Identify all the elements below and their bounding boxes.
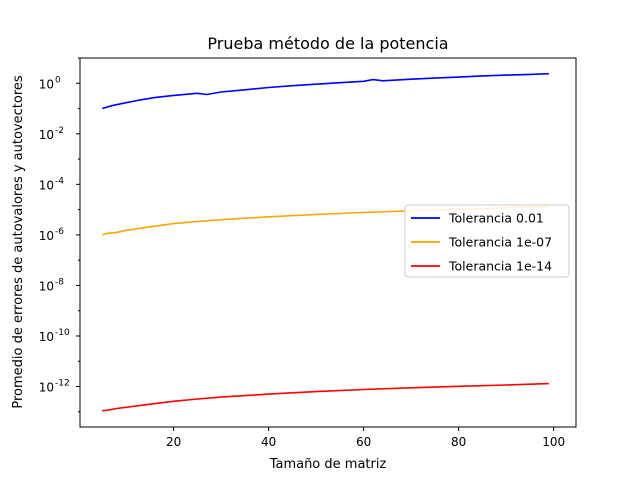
x-tick-label: 100 [542,435,565,449]
x-axis-label: Tamaño de matriz [269,457,387,472]
y-tick-label: 10 [39,128,54,142]
x-tick-label: 80 [451,435,466,449]
plot-frame [79,57,577,428]
legend-label: Tolerancia 1e-14 [448,259,552,274]
y-tick-exponent: -4 [55,176,64,186]
y-tick-exponent: -10 [55,328,70,338]
x-tick-label: 20 [166,435,181,449]
series-line-2 [102,382,549,412]
x-tick-label: 60 [356,435,371,449]
chart-title: Prueba método de la potencia [207,34,448,53]
y-tick-label: 10 [39,229,54,243]
y-tick-label: 10 [39,279,54,293]
legend-box [404,204,570,278]
y-tick-exponent: -8 [55,277,64,287]
x-tick-label: 40 [261,435,276,449]
y-axis-label: Promedio de errores de autovalores y aut… [11,75,26,409]
series-line-0 [102,72,549,110]
legend: Tolerancia 0.01 Tolerancia 1e-07 Toleranci… [404,204,570,278]
y-tick-exponent: -2 [55,126,64,136]
y-tick-label: 10 [39,77,54,91]
legend-label: Tolerancia 0.01 [448,211,544,226]
y-tick-exponent: -12 [55,379,70,389]
y-tick-exponent: -6 [55,227,64,237]
legend-label: Tolerancia 1e-07 [448,235,552,250]
y-tick-label: 10 [39,178,54,192]
x-axis: 20 40 60 80 100 [166,427,565,449]
y-tick-label: 10 [39,330,54,344]
y-tick-exponent: 0 [55,75,61,85]
y-tick-label: 10 [39,381,54,395]
